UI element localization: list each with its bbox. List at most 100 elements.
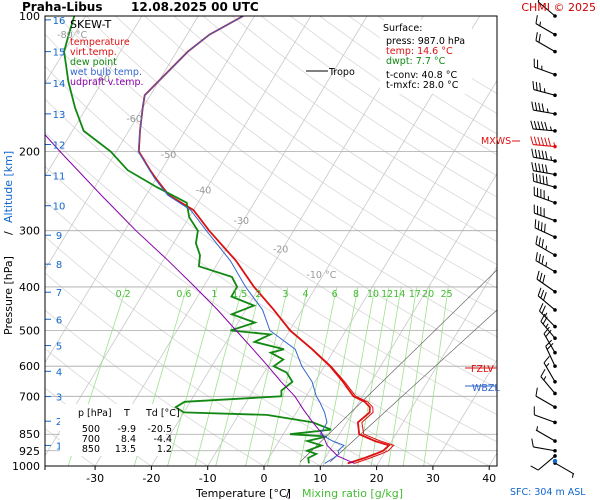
- wind-barb-feather: [545, 176, 548, 186]
- wind-barb: [532, 80, 557, 98]
- altitude-tick-label: 14: [53, 79, 66, 90]
- wind-barb-feather: [544, 223, 546, 233]
- series-line-wet-bulb-temp-: [137, 16, 345, 464]
- wind-barb-dot: [553, 49, 557, 54]
- y-tick-label: 100: [19, 10, 40, 23]
- credit-text: CHMI © 2025: [521, 1, 596, 14]
- wind-barb: [536, 270, 557, 294]
- table-cell-t: 8.4: [121, 434, 136, 445]
- wind-barb-half-feather: [550, 156, 553, 161]
- isotherm: [45, 16, 255, 364]
- wind-barb-feather: [532, 172, 535, 182]
- wind-barb-feather: [538, 149, 541, 159]
- y-axis-title-altitude: Altitude [km]: [2, 151, 15, 223]
- wind-barb: [538, 303, 557, 329]
- series-lines: [45, 16, 395, 465]
- y-axis-separator: /: [2, 231, 15, 235]
- legend-item-dew-point: dew point: [70, 57, 117, 68]
- wind-barb: [530, 136, 557, 149]
- wind-barb-dot: [553, 185, 557, 189]
- x-axis-title: Temperature [°C]: [195, 487, 291, 500]
- wind-barb-dot: [553, 14, 557, 18]
- altitude-tick-label: 12: [53, 141, 66, 152]
- mixing-ratio-line: [267, 286, 309, 466]
- altitude-tick-label: 15: [53, 48, 66, 59]
- mixing-ratio-line: [245, 286, 289, 466]
- wind-barb-half-feather: [545, 262, 548, 267]
- legend-item-updraft: udpraft v.temp.: [70, 77, 144, 88]
- mixing-ratio-label: 1.5: [232, 289, 247, 300]
- wind-barb-dot: [553, 159, 557, 163]
- wind-barb-feather: [541, 150, 545, 160]
- wind-barb-feather: [542, 175, 545, 185]
- surface-wind-dot: [552, 458, 558, 464]
- wind-barb-dot: [553, 391, 557, 396]
- wind-barb-feather: [545, 164, 548, 174]
- wind-barb: [530, 120, 557, 133]
- mixing-ratio-label: 20: [422, 289, 434, 300]
- wind-barb-feather: [537, 0, 540, 3]
- mixing-ratio-line: [341, 286, 376, 466]
- isotherm: [376, 266, 497, 466]
- wind-barb-half-feather: [539, 21, 542, 26]
- table-cell-td: -4.4: [153, 434, 172, 445]
- wind-barb-shaft: [533, 170, 556, 176]
- wind-barb-half-feather: [543, 376, 547, 381]
- wind-barb-feather: [535, 15, 538, 24]
- wbzl-label: WBZL: [472, 383, 500, 394]
- wind-barb-shaft: [543, 333, 556, 353]
- wind-barb: [535, 235, 557, 257]
- wind-barb-dot: [553, 350, 557, 355]
- mixing-ratio-label: 17: [409, 289, 421, 300]
- wind-barb-shaft: [534, 212, 556, 222]
- wind-barb-feather: [545, 339, 553, 347]
- isotherm: [432, 359, 497, 466]
- wind-barb-feather: [537, 287, 542, 296]
- wind-barb-half-feather: [545, 323, 549, 328]
- wind-barb-feather: [537, 220, 540, 230]
- wind-barb-feather: [530, 465, 539, 471]
- x-tick-label: -20: [142, 472, 160, 485]
- y-tick-label: 925: [19, 445, 40, 458]
- wind-barb-dot: [553, 324, 557, 329]
- dry-adiabat: [144, 16, 497, 266]
- wind-barb: [532, 172, 557, 189]
- wind-barb-feather: [533, 120, 538, 130]
- wind-barb-feather: [540, 368, 546, 377]
- legend-title: SKEW-T: [70, 18, 112, 31]
- wind-barb-feather: [544, 121, 548, 131]
- mixing-ratio-label: 3: [282, 289, 288, 300]
- wind-barb: [537, 287, 557, 312]
- guide-line: [329, 309, 497, 463]
- mixing-ratio-line: [370, 286, 402, 466]
- wind-barb-dot: [553, 129, 557, 133]
- wind-barb-shaft: [536, 278, 556, 293]
- mixing-ratio-label: 12: [381, 289, 393, 300]
- wind-barb: [531, 148, 557, 163]
- wind-barb-shaft: [545, 345, 556, 367]
- mixing-ratio-label: 1: [211, 289, 217, 300]
- wind-barb-feather: [540, 289, 545, 299]
- wind-barb-feather: [544, 137, 548, 146]
- altitude-tick-label: 6: [56, 315, 62, 326]
- isotherm-label: -40: [196, 186, 212, 197]
- table-header-td: Td [°C]: [145, 408, 180, 419]
- wind-barb-feather: [538, 102, 541, 112]
- wind-barb-half-feather: [536, 426, 539, 431]
- table-cell-p: 500: [82, 424, 100, 435]
- wind-barb: [535, 15, 557, 37]
- wind-barb-feather: [531, 438, 534, 448]
- wind-barb-feather: [538, 303, 544, 312]
- wind-barb-feather: [531, 162, 534, 171]
- wind-barb-dot: [553, 439, 557, 443]
- x-tick-label: -30: [86, 472, 104, 485]
- wind-barb-dot: [553, 200, 557, 205]
- wind-barb-half-feather: [544, 312, 548, 317]
- altitude-tick-label: 16: [53, 16, 66, 27]
- x-tick-label: -10: [199, 472, 217, 485]
- wind-barb-feather: [537, 121, 541, 130]
- wind-barb-dot: [553, 253, 557, 257]
- wind-barb-shaft: [537, 1, 556, 17]
